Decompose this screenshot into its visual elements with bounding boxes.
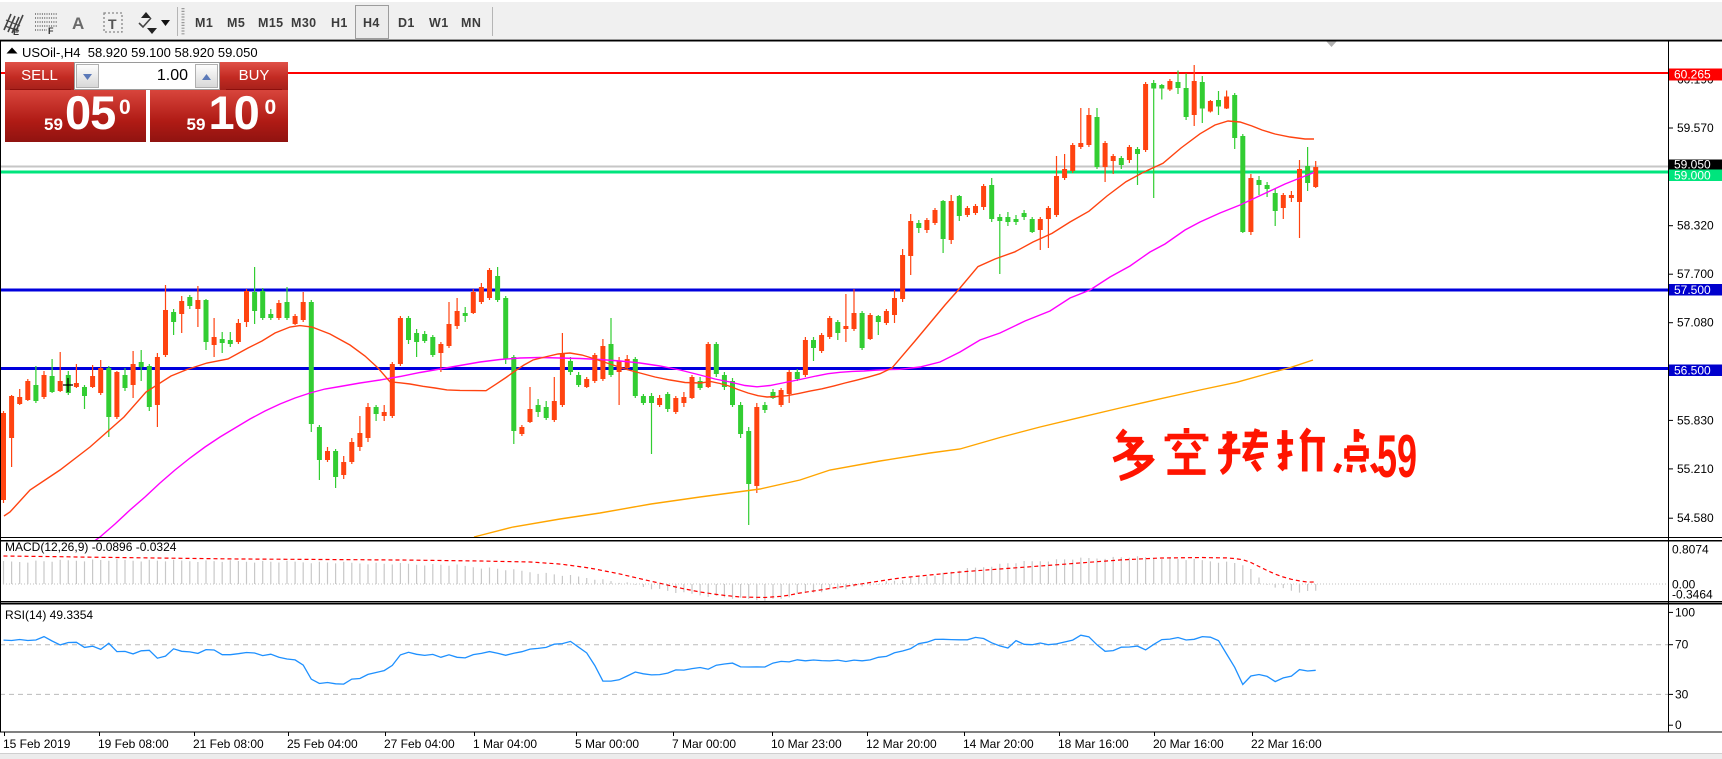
svg-text:0.8074: 0.8074 bbox=[1672, 543, 1709, 557]
svg-text:12 Mar 20:00: 12 Mar 20:00 bbox=[866, 737, 937, 751]
svg-text:70: 70 bbox=[1675, 638, 1689, 652]
svg-text:57.500: 57.500 bbox=[1674, 283, 1711, 297]
svg-text:T: T bbox=[108, 16, 117, 32]
svg-text:60.265: 60.265 bbox=[1674, 68, 1711, 82]
svg-text:0.00: 0.00 bbox=[1672, 577, 1696, 591]
svg-text:55.210: 55.210 bbox=[1677, 462, 1714, 476]
svg-text:59.050: 59.050 bbox=[1674, 158, 1711, 172]
svg-text:56.500: 56.500 bbox=[1674, 363, 1711, 377]
svg-text:5 Mar 00:00: 5 Mar 00:00 bbox=[575, 737, 639, 751]
svg-text:18 Mar 16:00: 18 Mar 16:00 bbox=[1058, 737, 1129, 751]
svg-text:0: 0 bbox=[1675, 718, 1682, 732]
svg-text:30: 30 bbox=[1675, 687, 1689, 701]
svg-text:MACD(12,26,9) -0.0896 -0.0324: MACD(12,26,9) -0.0896 -0.0324 bbox=[5, 540, 177, 554]
svg-text:7 Mar 00:00: 7 Mar 00:00 bbox=[672, 737, 736, 751]
svg-text:55.830: 55.830 bbox=[1677, 413, 1714, 427]
svg-text:E: E bbox=[13, 27, 19, 37]
svg-text:27 Feb 04:00: 27 Feb 04:00 bbox=[384, 737, 455, 751]
svg-text:RSI(14) 49.3354: RSI(14) 49.3354 bbox=[5, 608, 93, 622]
svg-text:19 Feb 08:00: 19 Feb 08:00 bbox=[98, 737, 169, 751]
svg-text:22 Mar 16:00: 22 Mar 16:00 bbox=[1251, 737, 1322, 751]
svg-text:A: A bbox=[72, 14, 84, 33]
svg-text:54.580: 54.580 bbox=[1677, 511, 1714, 525]
svg-text:20 Mar 16:00: 20 Mar 16:00 bbox=[1153, 737, 1224, 751]
svg-text:59.000: 59.000 bbox=[1674, 168, 1711, 182]
svg-text:1 Mar 04:00: 1 Mar 04:00 bbox=[473, 737, 537, 751]
svg-text:10 Mar 23:00: 10 Mar 23:00 bbox=[771, 737, 842, 751]
svg-text:F: F bbox=[48, 26, 54, 36]
svg-text:57.700: 57.700 bbox=[1677, 267, 1714, 281]
svg-text:58.320: 58.320 bbox=[1677, 219, 1714, 233]
svg-text:100: 100 bbox=[1675, 605, 1695, 619]
svg-text:25 Feb 04:00: 25 Feb 04:00 bbox=[287, 737, 358, 751]
svg-text:59.570: 59.570 bbox=[1677, 121, 1714, 135]
svg-text:59: 59 bbox=[1377, 424, 1417, 491]
svg-text:57.080: 57.080 bbox=[1677, 316, 1714, 330]
svg-text:21 Feb 08:00: 21 Feb 08:00 bbox=[193, 737, 264, 751]
svg-text:14 Mar 20:00: 14 Mar 20:00 bbox=[963, 737, 1034, 751]
svg-text:15 Feb 2019: 15 Feb 2019 bbox=[3, 737, 71, 751]
svg-text:-0.3464: -0.3464 bbox=[1672, 588, 1713, 602]
